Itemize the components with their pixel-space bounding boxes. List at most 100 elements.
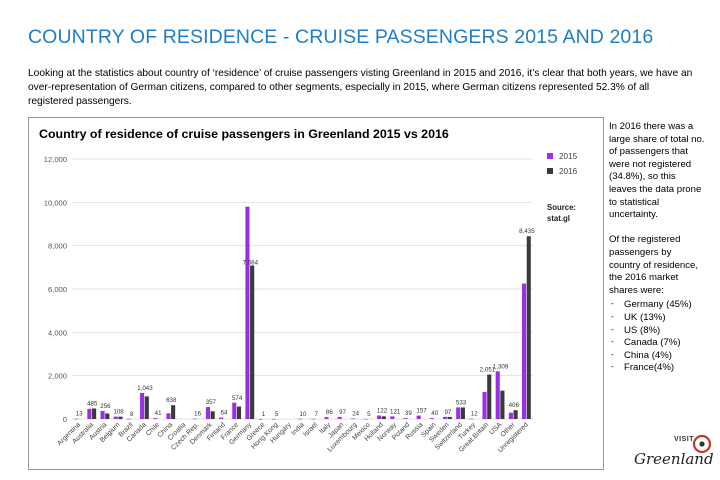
data-label: 12 [471,411,478,418]
y-tick-label: 0 [63,415,67,424]
legend-swatch-2016 [547,168,553,174]
market-share-item: - US (8%) [611,324,661,336]
data-label: 64 [221,410,228,417]
bar-2015 [74,418,79,420]
bullet-icon: - [611,362,614,372]
bar-2016 [487,374,492,419]
y-tick-label: 12,000 [44,155,67,164]
data-label: 97 [444,409,451,416]
sidebar-notes: In 2016 there was a large share of total… [609,121,705,375]
data-label: 40 [431,410,438,417]
y-tick-label: 2,000 [48,372,67,381]
chart-panel: 0 2,000 4,000 6,000 8,000 10,000 12,000 Argenti… [28,117,604,470]
bar-2015 [258,418,263,420]
bar-2016 [118,416,123,419]
bar-2016 [171,405,176,419]
bar-2016 [92,408,97,419]
bar-2015 [508,412,513,419]
data-label: 122 [377,408,388,415]
bar-2015 [205,407,210,419]
bar-2015 [166,413,171,419]
bullet-icon: - [611,337,614,347]
bar-2015 [126,418,131,420]
bar-2015 [416,415,421,419]
legend-label-2016: 2016 [559,167,578,176]
bar-2015 [442,416,448,419]
bar-2015 [113,416,118,419]
market-share-item: - Canada (7%) [611,337,681,349]
data-label: 533 [456,399,467,406]
intro-paragraph: Looking at the statistics about country … [28,68,693,107]
data-label: 1,309 [493,363,509,370]
bar-2016 [236,406,242,419]
data-label: 357 [206,399,217,406]
data-label: 2,051 [480,367,496,374]
page-title: COUNTRY OF RESIDENCE - CRUISE PASSENGERS… [28,26,654,48]
source-note: stat.gl [547,214,570,223]
bar-2016 [144,396,149,419]
data-label: 121 [390,408,401,415]
data-label: 24 [352,410,359,417]
data-label: 108 [113,409,124,416]
sidebar-paragraph-unregistered: In 2016 there was a large share of total… [609,121,705,221]
y-tick-label: 6,000 [48,285,67,294]
bar-2015 [337,416,342,419]
market-share-item: - France(4%) [611,362,675,374]
logo-emblem-icon [692,434,712,454]
data-label: 8,435 [519,228,535,235]
bar-2015 [232,402,237,419]
market-share-item: - UK (13%) [611,311,666,323]
visit-greenland-logo: VISIT Greenland [634,432,714,476]
bar-2015 [298,418,303,420]
bullet-icon: - [611,299,614,309]
bullet-icon: - [611,349,614,359]
legend-label-2015: 2015 [559,152,578,161]
legend-swatch-2015 [547,153,553,159]
bar-2016 [500,390,505,419]
bar-2015 [390,416,395,419]
bar-2016 [210,411,215,419]
data-label: 7 [314,411,318,418]
bar-2015 [324,417,329,419]
bar-2015 [522,283,527,419]
bar-2015 [363,418,369,420]
bar-2016 [447,416,452,419]
bar-2015 [495,371,500,419]
data-label: 574 [232,395,243,402]
bar-2015 [350,418,355,420]
data-label: 406 [509,402,520,409]
bar-2015 [245,206,250,419]
bar-2015 [311,418,316,420]
y-tick-label: 10,000 [44,198,67,207]
chart-title: Country of residence of cruise passenger… [39,127,449,141]
bar-2015 [100,410,105,419]
data-label: 1,043 [137,385,153,392]
bar-2016 [250,265,255,419]
data-label: 8 [130,411,134,418]
bar-2016 [526,236,531,419]
bar-2015 [482,391,487,419]
logo-visit-text: VISIT [674,436,695,443]
data-label: 7,084 [243,260,259,267]
bar-2016 [381,416,386,419]
bar-2015 [403,418,408,419]
data-label: 41 [155,410,162,417]
bullet-icon: - [611,324,614,334]
bar-2015 [271,418,276,420]
data-label: 485 [87,400,98,407]
bar-2015 [140,393,145,419]
bar-2016 [105,413,110,419]
data-label: 638 [166,397,177,404]
source-note: Source: [547,203,576,212]
bar-2015 [153,418,158,419]
bar-chart: 02,0004,0006,0008,00010,00012,000Argenti… [44,152,578,454]
bar-2015 [219,417,224,419]
bar-2015 [87,408,92,419]
sidebar-paragraph-shares: Of the registered passengers by country … [609,234,699,296]
bar-2015 [469,418,474,420]
y-tick-label: 4,000 [48,328,67,337]
bar-2016 [460,407,465,419]
data-label: 97 [339,409,346,416]
market-share-item: - Germany (45%) [611,299,692,311]
market-share-item: - China (4%) [611,349,672,361]
